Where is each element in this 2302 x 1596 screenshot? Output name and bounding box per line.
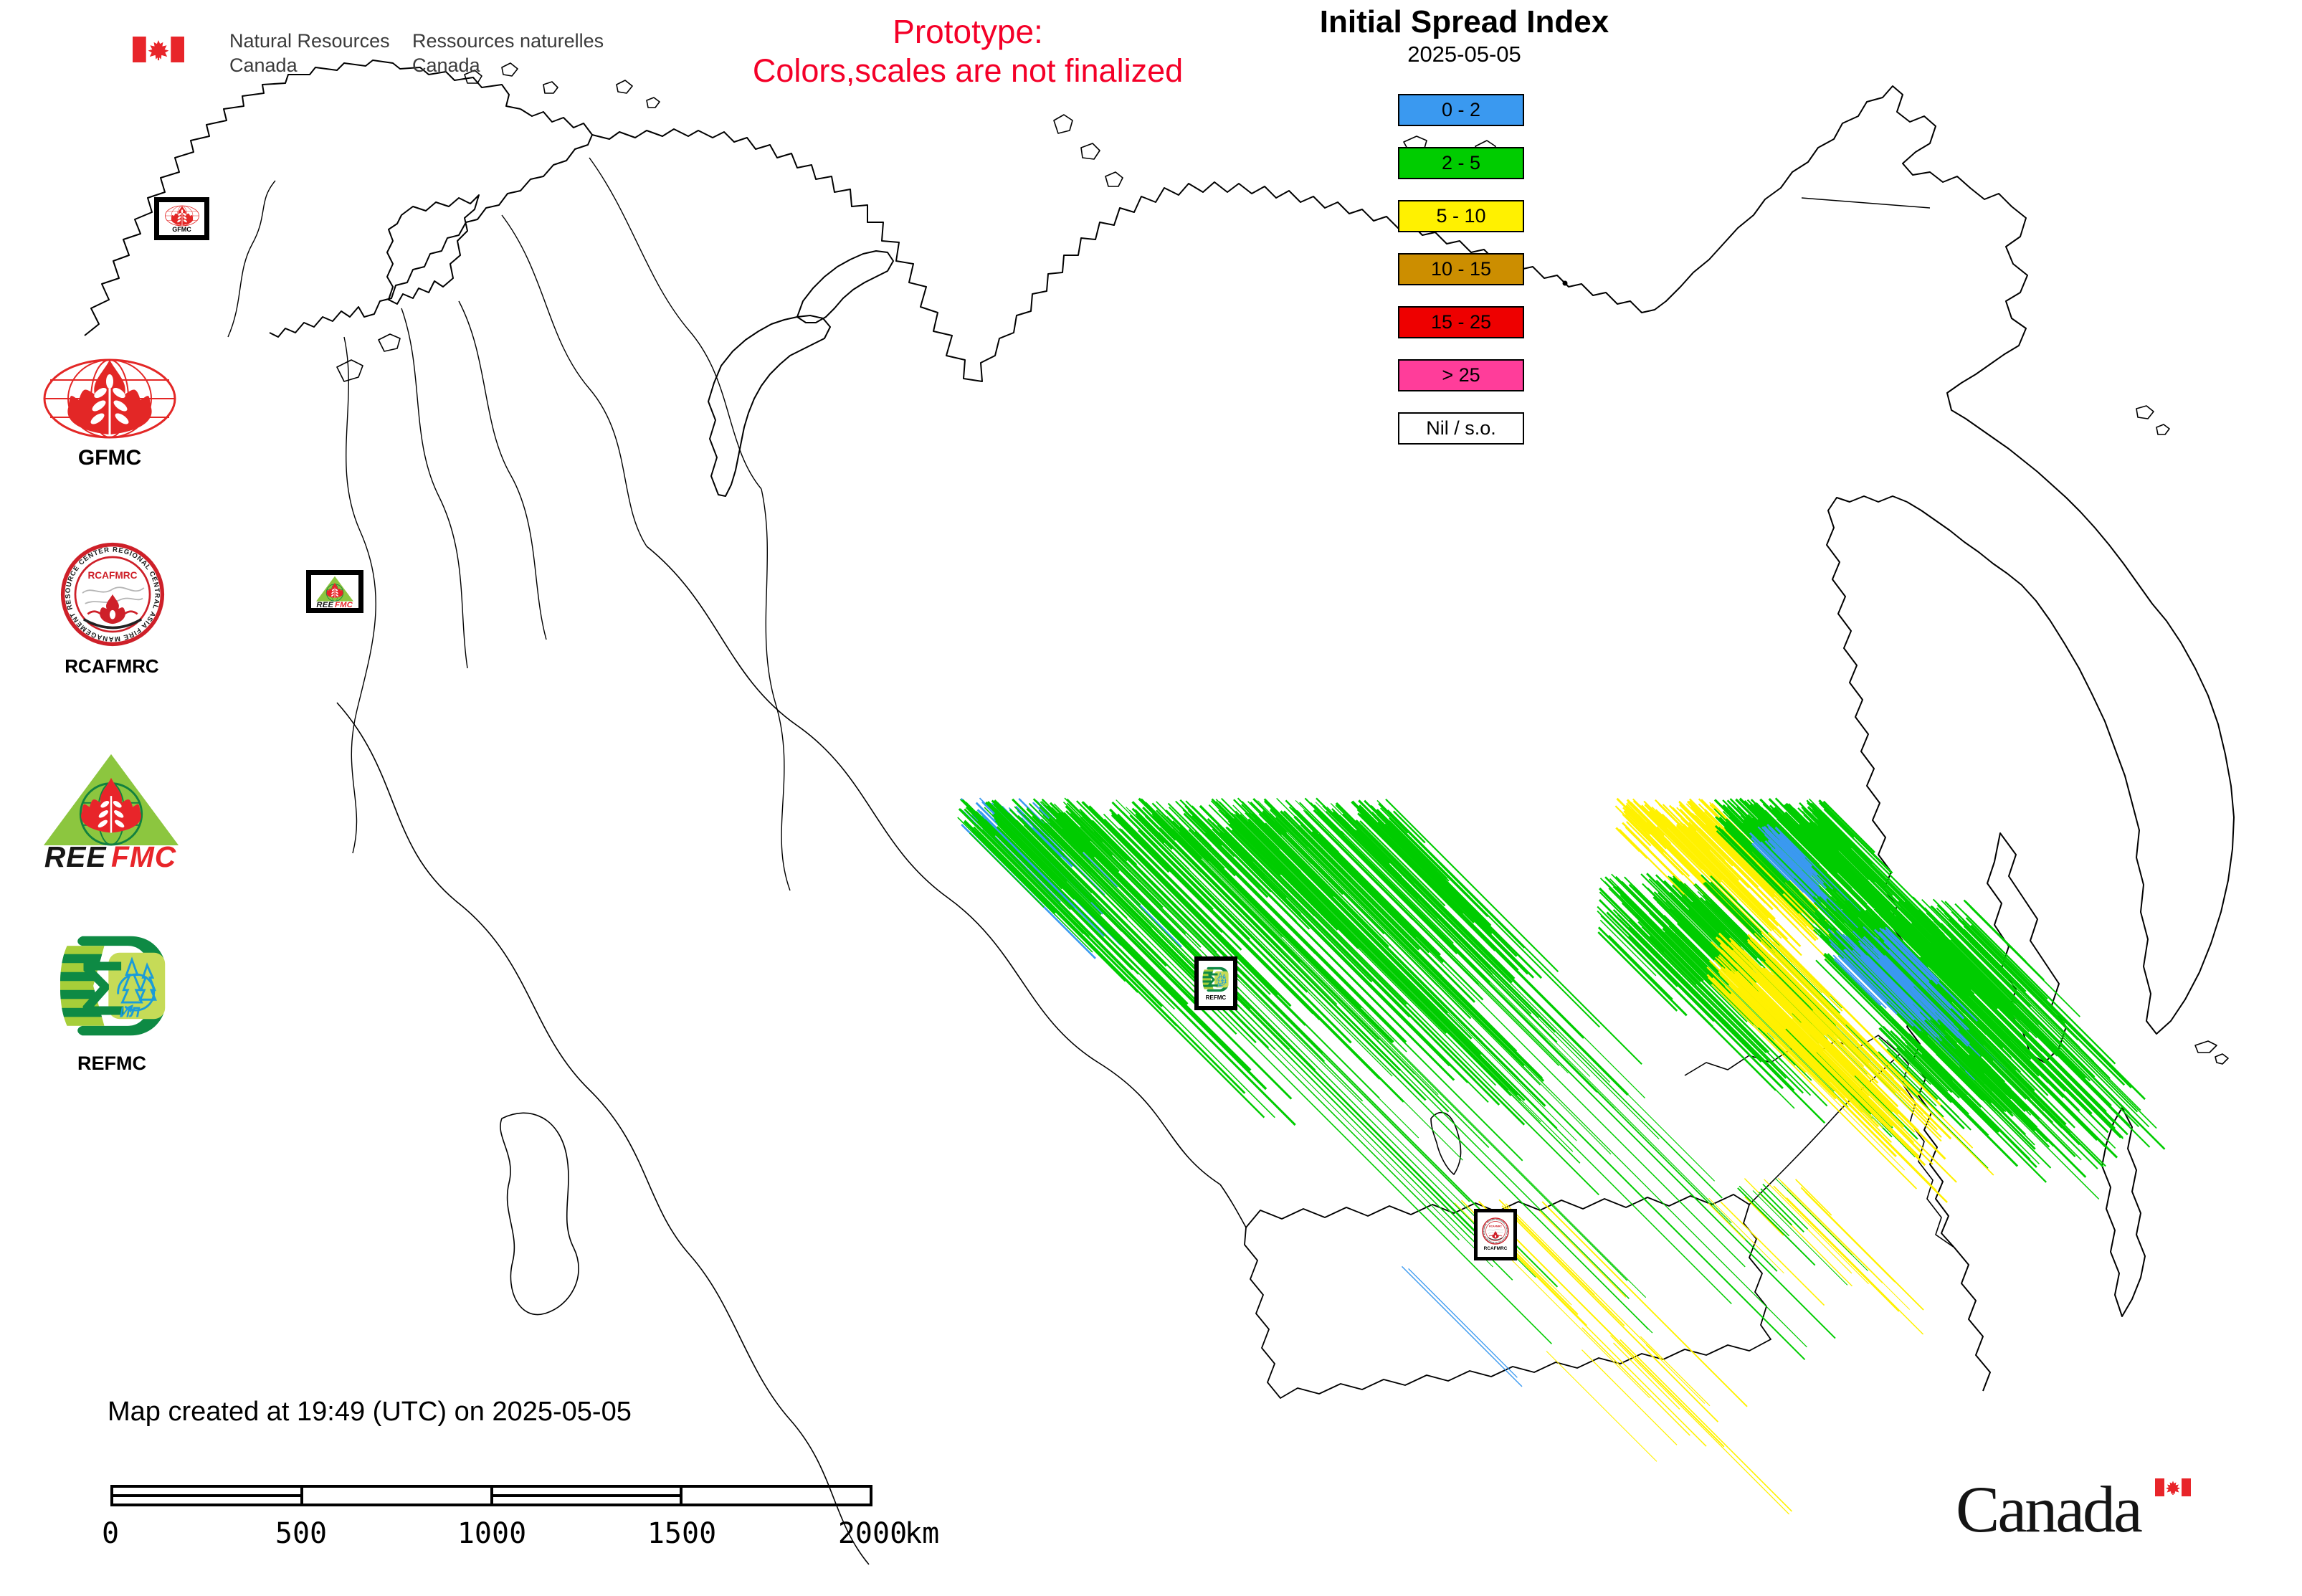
scale-segment <box>682 1488 870 1504</box>
legend-item-gt25: > 25 <box>1398 359 1524 391</box>
novaya-zemlya-south <box>708 315 831 497</box>
scale-label-1500: 1500 <box>647 1517 717 1550</box>
legend-label: Nil / s.o. <box>1426 417 1496 439</box>
prototype-line1: Prototype: <box>893 13 1043 50</box>
rcafmrc-logo <box>60 542 165 647</box>
legend-label: 10 - 15 <box>1430 258 1492 280</box>
meridian-chord <box>1801 197 1931 209</box>
scale-label-500: 500 <box>275 1517 328 1550</box>
scale-label-1000: 1000 <box>457 1517 527 1550</box>
canada-wordmark: Canada <box>1956 1471 2257 1564</box>
coastline-arctic <box>591 85 2153 604</box>
marker-gfmc-caption: GFMC <box>172 225 191 233</box>
isi-data-streaks <box>957 797 2166 1515</box>
refmc-caption: REFMC <box>77 1053 146 1074</box>
novaya-zemlya-north <box>796 250 894 323</box>
page-title: Initial Spread Index <box>1319 4 1609 39</box>
legend-label: 2 - 5 <box>1441 152 1481 174</box>
primorye-coast <box>1954 1247 1991 1392</box>
scale-segment <box>303 1488 493 1504</box>
scale-label-0: 0 <box>101 1517 120 1550</box>
marker-refmc-caption: REFMC <box>1205 994 1227 1001</box>
legend-item-nil: Nil / s.o. <box>1398 412 1524 445</box>
coastlines <box>84 60 2235 1565</box>
legend-label: 0 - 2 <box>1441 99 1481 120</box>
canada-wordmark-text: Canada <box>1956 1473 2143 1546</box>
legend-label: > 25 <box>1442 364 1480 386</box>
white-sea <box>386 194 480 305</box>
lake-baikal <box>1430 1111 1462 1175</box>
scale-bar <box>110 1485 872 1506</box>
signature-flag <box>133 36 184 63</box>
wordmark-flag <box>2155 1478 2191 1496</box>
map-date: 2025-05-05 <box>1407 42 1521 67</box>
marker-refmc: REFMC <box>1194 956 1237 1010</box>
marker-reefmc <box>306 570 363 613</box>
legend-item-15-25: 15 - 25 <box>1398 306 1524 338</box>
gfmc-logo <box>42 357 178 440</box>
rcafmrc-caption: RCAFMRC <box>65 655 159 677</box>
reefmc-logo <box>42 750 181 870</box>
scale-unit: km <box>905 1517 940 1550</box>
signature-en: Natural Resources Canada <box>229 29 390 77</box>
gfmc-caption: GFMC <box>77 446 142 470</box>
prototype-warning: Prototype: Colors,scales are not finaliz… <box>624 11 1312 90</box>
refmc-logo <box>59 931 169 1041</box>
kamchatka <box>1906 501 2235 1035</box>
legend-item-10-15: 10 - 15 <box>1398 253 1524 285</box>
legend-header: Initial Spread Index 2025-05-05 <box>1269 4 1660 69</box>
marker-rcafmrc: RCAFMRC <box>1474 1209 1517 1260</box>
scale-segment <box>113 1488 303 1504</box>
legend-item-5-10: 5 - 10 <box>1398 200 1524 232</box>
sakhalin <box>2101 1107 2146 1317</box>
prototype-line2: Colors,scales are not finalized <box>752 52 1184 89</box>
coastline-scandinavia <box>84 60 521 336</box>
legend: 0 - 2 2 - 5 5 - 10 10 - 15 15 - 25 > 25 … <box>1398 94 1524 445</box>
legend-item-0-2: 0 - 2 <box>1398 94 1524 126</box>
scale-label-2000: 2000 <box>837 1517 908 1550</box>
marker-rcafmrc-caption: RCAFMRC <box>1483 1246 1508 1252</box>
signature-fr: Ressources naturelles Canada <box>412 29 604 77</box>
coastline-kola <box>269 108 593 338</box>
legend-item-2-5: 2 - 5 <box>1398 147 1524 179</box>
legend-label: 5 - 10 <box>1436 205 1486 227</box>
southern-borders <box>336 546 1247 1565</box>
signature-fr-line2: Canada <box>412 54 480 76</box>
scale-segment <box>493 1488 683 1504</box>
internal-boundaries <box>227 157 791 891</box>
marker-gfmc: GFMC <box>154 197 209 240</box>
legend-label: 15 - 25 <box>1430 311 1492 333</box>
map-dot <box>1562 280 1568 286</box>
signature-en-line2: Canada <box>229 54 298 76</box>
map-created-text: Map created at 19:49 (UTC) on 2025-05-05 <box>108 1397 632 1427</box>
mongolia-border <box>1244 1194 1771 1399</box>
signature-fr-line1: Ressources naturelles <box>412 30 604 52</box>
signature-en-line1: Natural Resources <box>229 30 390 52</box>
